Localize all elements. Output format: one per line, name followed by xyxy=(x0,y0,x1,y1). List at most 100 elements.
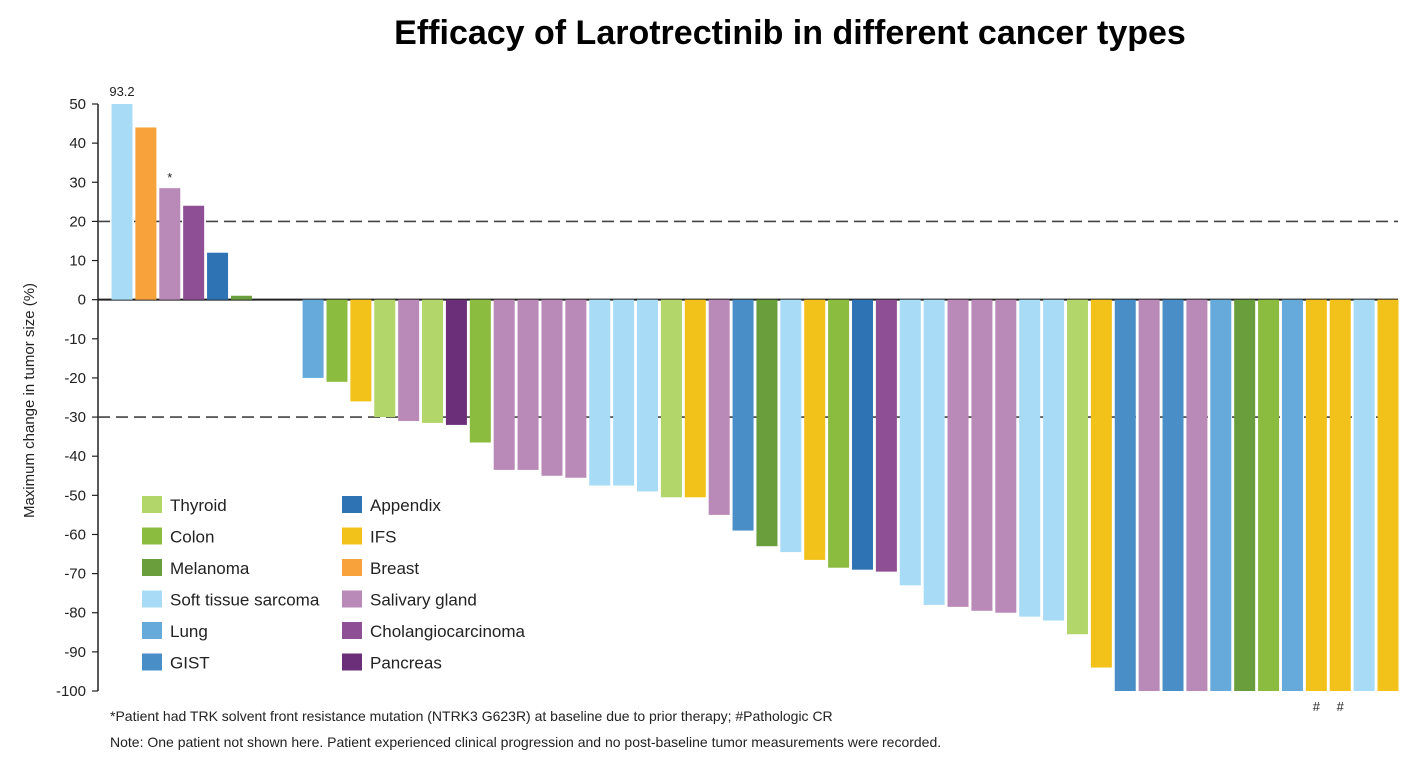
legend-label-cholangiocarcinoma: Cholangiocarcinoma xyxy=(370,622,526,641)
y-tick-label: -50 xyxy=(64,487,86,504)
bar-soft-tissue-sarcoma xyxy=(923,299,945,605)
bar-colon xyxy=(1258,299,1280,691)
legend-swatch-ifs xyxy=(342,527,362,545)
chart-title: Efficacy of Larotrectinib in different c… xyxy=(394,14,1186,52)
bar-breast xyxy=(135,127,157,300)
legend-label-soft-tissue-sarcoma: Soft tissue sarcoma xyxy=(170,591,320,610)
bar-soft-tissue-sarcoma xyxy=(1019,299,1041,617)
bar-thyroid xyxy=(374,299,396,418)
legend-swatch-melanoma xyxy=(142,559,162,576)
pathologic-cr-marker: # xyxy=(1337,699,1345,714)
y-tick-label: -40 xyxy=(64,448,86,465)
legend-label-ifs: IFS xyxy=(370,528,396,547)
bar-soft-tissue-sarcoma xyxy=(589,299,611,486)
bar-colon xyxy=(828,299,850,568)
bar-gist xyxy=(1114,299,1136,691)
legend-swatch-lung xyxy=(142,622,162,639)
bar-soft-tissue-sarcoma xyxy=(1353,299,1375,691)
pathologic-cr-marker: # xyxy=(1313,699,1321,714)
legend-label-breast: Breast xyxy=(370,559,419,578)
bar-lung xyxy=(1210,299,1232,691)
bar-lung xyxy=(1281,299,1303,691)
bar-thyroid xyxy=(422,299,444,423)
legend-label-lung: Lung xyxy=(170,622,208,641)
bar-gist xyxy=(732,299,754,531)
legend-swatch-appendix xyxy=(342,496,362,513)
bar-melanoma xyxy=(756,299,778,547)
footnote-resistance: *Patient had TRK solvent front resistanc… xyxy=(110,708,833,724)
bar-salivary-gland xyxy=(565,299,587,478)
bar-salivary-gland xyxy=(517,299,539,470)
bar-ifs xyxy=(1090,299,1112,668)
y-tick-label: -70 xyxy=(64,566,86,583)
bar-lung xyxy=(302,299,324,378)
bar-soft-tissue-sarcoma xyxy=(111,104,133,300)
legend-swatch-breast xyxy=(342,559,362,576)
bar-soft-tissue-sarcoma xyxy=(1043,299,1065,621)
bar-cholangiocarcinoma xyxy=(875,299,897,572)
bar-pancreas xyxy=(445,299,467,425)
bar-salivary-gland xyxy=(1186,299,1208,691)
bar-appendix xyxy=(851,299,873,570)
bar-colon xyxy=(469,299,491,443)
legend-swatch-salivary-gland xyxy=(342,590,362,608)
legend-swatch-soft-tissue-sarcoma xyxy=(142,590,162,608)
y-tick-label: -30 xyxy=(64,409,86,426)
bar-layer: 93.2 * # # xyxy=(109,84,1399,714)
legend-label-thyroid: Thyroid xyxy=(170,496,227,515)
bar-soft-tissue-sarcoma xyxy=(613,299,635,486)
bar-soft-tissue-sarcoma xyxy=(637,299,659,492)
bar-colon xyxy=(326,299,348,382)
bar-gist xyxy=(1162,299,1184,691)
bar-salivary-gland xyxy=(159,188,181,300)
bar-cholangiocarcinoma xyxy=(183,205,205,300)
bar-salivary-gland xyxy=(708,299,730,515)
legend-layer: Thyroid Colon Melanoma Soft tissue sarcoma L… xyxy=(142,496,526,673)
bar-ifs xyxy=(684,299,706,498)
y-tick-label: -60 xyxy=(64,526,86,543)
legend-swatch-thyroid xyxy=(142,496,162,513)
y-tick-label: -80 xyxy=(64,605,86,622)
bar-ifs xyxy=(804,299,826,560)
y-tick-label: 10 xyxy=(69,253,86,270)
bar-thyroid xyxy=(660,299,682,498)
y-axis-label: Maximum change in tumor size (%) xyxy=(21,283,38,518)
y-tick-label: -10 xyxy=(64,331,86,348)
y-tick-label: 40 xyxy=(69,135,86,152)
legend-label-pancreas: Pancreas xyxy=(370,654,442,673)
asterisk-marker: * xyxy=(167,170,172,185)
legend-swatch-gist xyxy=(142,653,162,671)
bar-thyroid xyxy=(1066,299,1088,635)
y-tick-label: -20 xyxy=(64,370,86,387)
bar-salivary-gland xyxy=(493,299,515,470)
legend-label-colon: Colon xyxy=(170,528,214,547)
y-tick-label: 30 xyxy=(69,174,86,191)
legend-label-melanoma: Melanoma xyxy=(170,559,250,578)
y-tick-label: -90 xyxy=(64,644,86,661)
bar-salivary-gland xyxy=(541,299,563,476)
y-tick-label: 50 xyxy=(69,96,86,113)
bar-appendix xyxy=(207,252,229,300)
y-tick-label: -100 xyxy=(56,683,86,700)
bar-salivary-gland xyxy=(995,299,1017,613)
bar-ifs xyxy=(1329,299,1351,691)
bar-melanoma xyxy=(1234,299,1256,691)
legend-swatch-cholangiocarcinoma xyxy=(342,622,362,639)
y-tick-label: 20 xyxy=(69,213,86,230)
bar-soft-tissue-sarcoma xyxy=(780,299,802,553)
bar-salivary-gland xyxy=(947,299,969,607)
legend-label-salivary-gland: Salivary gland xyxy=(370,591,477,610)
legend-label-gist: GIST xyxy=(170,654,210,673)
legend-swatch-pancreas xyxy=(342,653,362,671)
bar-salivary-gland xyxy=(1138,299,1160,691)
bar-ifs xyxy=(1305,299,1327,691)
legend-label-appendix: Appendix xyxy=(370,496,441,515)
y-tick-label: 0 xyxy=(78,292,86,309)
footnote-note: Note: One patient not shown here. Patien… xyxy=(110,734,942,750)
legend-swatch-colon xyxy=(142,527,162,545)
bar-salivary-gland xyxy=(971,299,993,611)
bar-melanoma xyxy=(230,295,252,300)
bar-ifs xyxy=(1377,299,1399,691)
bar-ifs xyxy=(350,299,372,402)
